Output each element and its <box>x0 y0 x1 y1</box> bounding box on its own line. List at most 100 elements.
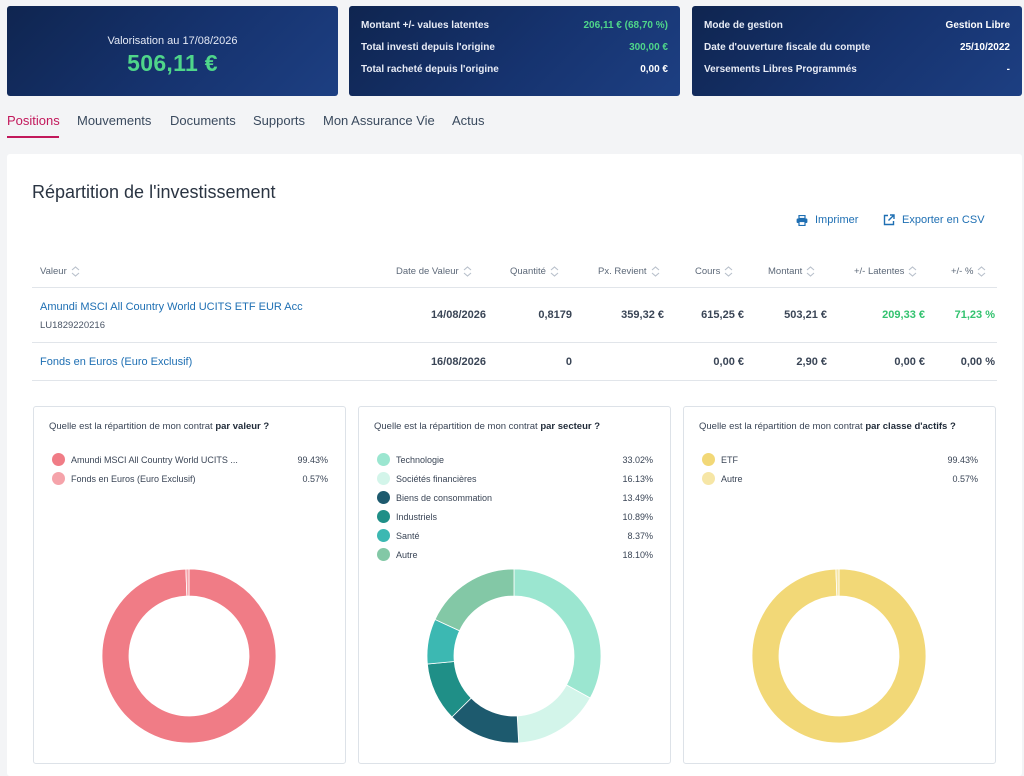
position-name-link[interactable]: Fonds en Euros (Euro Exclusif) <box>40 356 193 368</box>
legend-label: Industriels <box>396 512 438 522</box>
pie-legend: Technologie 33.02% Sociétés financières 16.… <box>377 453 653 567</box>
legend-swatch <box>377 491 390 504</box>
summary-label: Montant +/- values latentes <box>361 20 490 31</box>
table-row: Amundi MSCI All Country World UCITS ETF … <box>32 288 997 343</box>
sort-icon <box>724 266 733 277</box>
tab-supports[interactable]: Supports <box>253 113 306 128</box>
external-link-icon <box>883 214 895 226</box>
summary-value: 0,00 € <box>640 64 668 75</box>
donut-slice[interactable] <box>101 568 277 744</box>
section-title: Répartition de l'investissement <box>32 182 276 202</box>
col-cours[interactable]: Cours <box>695 266 733 277</box>
main-panel: Répartition de l'investissement Imprimer… <box>7 154 1022 776</box>
donut-chart <box>426 568 602 744</box>
legend-label: Santé <box>396 531 420 541</box>
donut-slice[interactable] <box>434 568 515 632</box>
print-button[interactable]: Imprimer <box>796 214 858 226</box>
donut-chart <box>751 568 927 744</box>
cell-latentes: 0,00 € <box>894 356 925 368</box>
pie-legend: ETF 99.43% Autre 0.57% <box>702 453 978 491</box>
legend-value: 18.10% <box>622 550 653 560</box>
pie-question-text: Quelle est la répartition de mon contrat <box>374 421 541 432</box>
legend-item[interactable]: Industriels 10.89% <box>377 510 653 529</box>
legend-item[interactable]: Santé 8.37% <box>377 529 653 548</box>
legend-swatch <box>52 472 65 485</box>
legend-label: Sociétés financières <box>396 474 477 484</box>
col-label: Px. Revient <box>598 266 647 277</box>
account-row-opening-date: Date d'ouverture fiscale du compte 25/10… <box>704 42 1010 56</box>
pie-question: Quelle est la répartition de mon contrat… <box>374 421 600 432</box>
legend-swatch <box>377 548 390 561</box>
col-latentes[interactable]: +/- Latentes <box>854 266 917 277</box>
donut-slice[interactable] <box>835 568 840 597</box>
legend-item[interactable]: Biens de consommation 13.49% <box>377 491 653 510</box>
donut-slice[interactable] <box>516 684 591 744</box>
col-date-valeur[interactable]: Date de Valeur <box>396 266 472 277</box>
col-px-revient[interactable]: Px. Revient <box>598 266 660 277</box>
col-quantite[interactable]: Quantité <box>510 266 559 277</box>
legend-item[interactable]: Sociétés financières 16.13% <box>377 472 653 491</box>
legend-value: 33.02% <box>622 455 653 465</box>
sort-icon <box>909 266 917 277</box>
pie-card-by-sector: Quelle est la répartition de mon contrat… <box>358 406 671 764</box>
legend-label: Autre <box>721 474 743 484</box>
cell-quantity: 0 <box>565 356 572 368</box>
col-label: Cours <box>695 266 721 277</box>
tab-mouvements[interactable]: Mouvements <box>77 113 152 128</box>
pie-question: Quelle est la répartition de mon contrat… <box>699 421 956 432</box>
legend-swatch <box>377 453 390 466</box>
positions-table-header: Valeur Date de Valeur Quantité Px. Revie… <box>32 262 997 288</box>
cell-quantity: 0,8179 <box>538 309 572 321</box>
col-pct[interactable]: +/- % <box>951 266 986 277</box>
pie-question: Quelle est la répartition de mon contrat… <box>49 421 269 432</box>
cell-pct: 71,23 % <box>954 309 995 321</box>
summary-value: 300,00 € <box>629 42 668 53</box>
account-value: Gestion Libre <box>945 20 1010 31</box>
col-valeur[interactable]: Valeur <box>40 266 80 277</box>
pie-question-bold: par valeur ? <box>215 421 270 432</box>
tab-actus[interactable]: Actus <box>452 113 485 128</box>
legend-value: 99.43% <box>947 455 978 465</box>
legend-value: 10.89% <box>622 512 653 522</box>
tab-documents[interactable]: Documents <box>170 113 236 128</box>
account-row-scheduled-payments: Versements Libres Programmés - <box>704 64 1010 78</box>
tab-mon-assurance-vie[interactable]: Mon Assurance Vie <box>323 113 435 128</box>
summary-row-latent: Montant +/- values latentes 206,11 € (68… <box>361 20 668 34</box>
legend-value: 99.43% <box>297 455 328 465</box>
donut-slice[interactable] <box>185 568 190 597</box>
col-label: +/- % <box>951 266 974 277</box>
col-label: +/- Latentes <box>854 266 905 277</box>
legend-item[interactable]: Technologie 33.02% <box>377 453 653 472</box>
legend-label: Fonds en Euros (Euro Exclusif) <box>71 474 196 484</box>
sort-icon <box>463 266 472 277</box>
summary-row-redeemed: Total racheté depuis l'origine 0,00 € <box>361 64 668 78</box>
legend-value: 8.37% <box>627 531 653 541</box>
sort-icon <box>651 266 659 277</box>
col-label: Quantité <box>510 266 546 277</box>
legend-label: ETF <box>721 455 738 465</box>
cell-latentes: 209,33 € <box>882 309 925 321</box>
legend-item[interactable]: Amundi MSCI All Country World UCITS ... 9… <box>52 453 328 472</box>
donut-slice[interactable] <box>513 568 602 699</box>
legend-item[interactable]: Autre 0.57% <box>702 472 978 491</box>
legend-value: 16.13% <box>622 474 653 484</box>
tab-positions[interactable]: Positions <box>7 113 60 128</box>
account-label: Versements Libres Programmés <box>704 64 857 75</box>
pie-card-by-asset-class: Quelle est la répartition de mon contrat… <box>683 406 996 764</box>
export-csv-button[interactable]: Exporter en CSV <box>883 214 985 226</box>
export-label: Exporter en CSV <box>902 214 985 226</box>
col-montant[interactable]: Montant <box>768 266 815 277</box>
account-value: 25/10/2022 <box>959 42 1010 53</box>
pie-question-bold: par secteur ? <box>540 421 601 432</box>
legend-item[interactable]: Fonds en Euros (Euro Exclusif) 0.57% <box>52 472 328 491</box>
legend-item[interactable]: ETF 99.43% <box>702 453 978 472</box>
cell-pct: 0,00 % <box>960 356 995 368</box>
legend-label: Technologie <box>396 455 445 465</box>
sort-icon <box>978 266 986 277</box>
position-name-link[interactable]: Amundi MSCI All Country World UCITS ETF … <box>40 301 303 313</box>
legend-item[interactable]: Autre 18.10% <box>377 548 653 567</box>
donut-slice[interactable] <box>751 568 927 744</box>
account-value: - <box>1006 64 1010 75</box>
legend-swatch <box>52 453 65 466</box>
pie-question-text: Quelle est la répartition de mon contrat <box>699 421 866 432</box>
